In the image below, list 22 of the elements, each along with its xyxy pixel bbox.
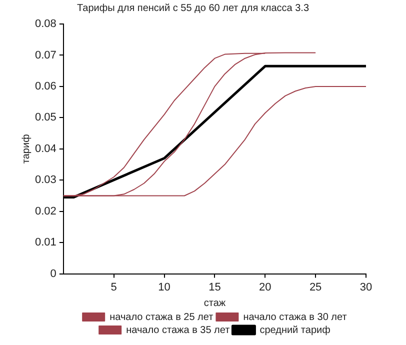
x-tick-label: 5 <box>110 281 117 294</box>
x-axis-title: стаж <box>204 298 226 309</box>
chart-title: Тарифы для пенсий с 55 до 60 лет для класса 3.3 <box>76 2 310 14</box>
y-axis-title: тариф <box>20 134 32 164</box>
y-tick-label: 0.03 <box>34 174 56 186</box>
x-tick-label: 10 <box>158 281 170 294</box>
x-tick-label: 20 <box>259 281 272 294</box>
y-tick-label: 0.02 <box>34 205 56 218</box>
y-tick-label: 0.07 <box>34 49 56 62</box>
x-tick-label: 30 <box>360 281 372 294</box>
legend-label: начало стажа в 35 лет <box>126 324 230 336</box>
y-tick-label: 0.06 <box>34 80 56 92</box>
y-tick-label: 0 <box>50 268 56 280</box>
y-tick-label: 0.04 <box>34 142 56 155</box>
x-tick-label: 25 <box>309 281 322 294</box>
legend-label: средний тариф <box>260 324 330 336</box>
x-tick-label: 15 <box>208 281 221 294</box>
y-tick-label: 0.08 <box>34 18 56 30</box>
legend-label: начало стажа в 25 лет <box>110 312 214 323</box>
y-tick-label: 0.05 <box>34 112 56 124</box>
y-tick-label: 0.01 <box>34 236 56 249</box>
legend-label: начало стажа в 30 лет <box>243 312 348 323</box>
